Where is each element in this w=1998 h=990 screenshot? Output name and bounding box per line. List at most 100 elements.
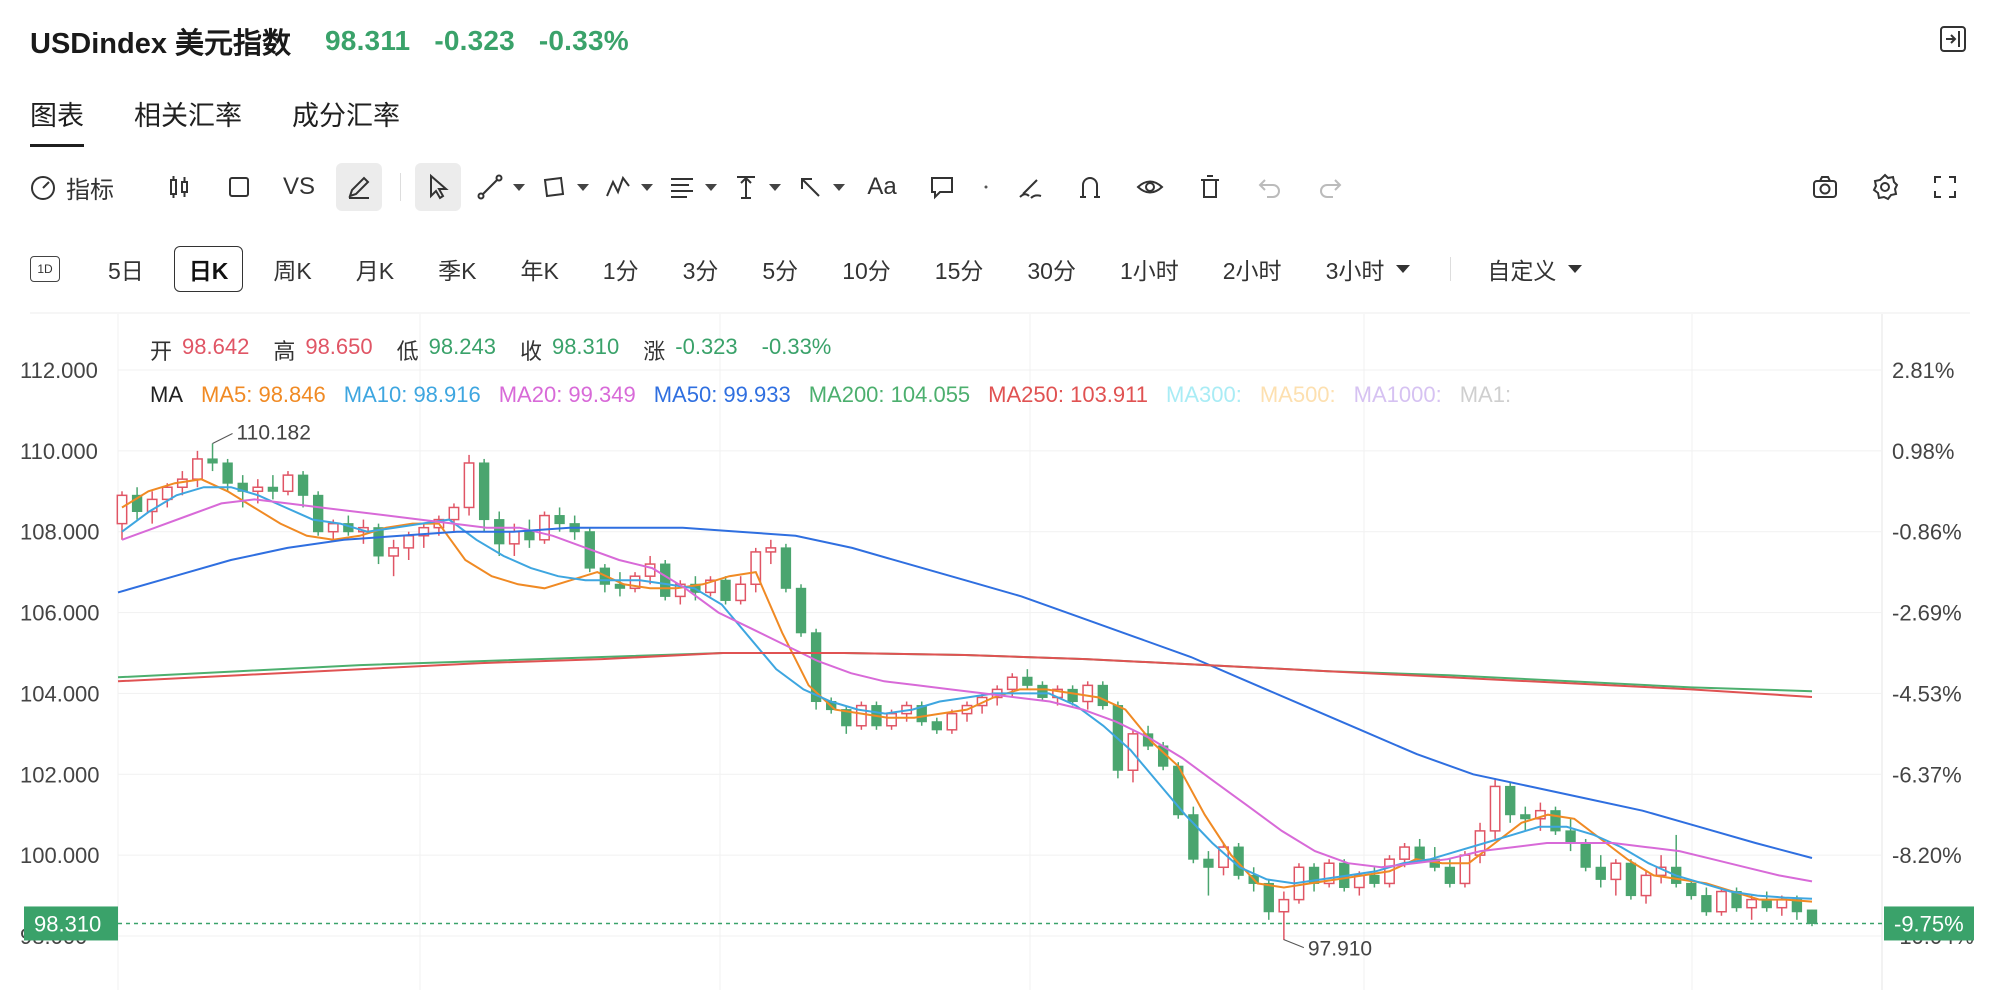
candle-body-down	[1565, 830, 1576, 844]
brush-tool[interactable]	[1007, 163, 1053, 211]
area-toggle-button[interactable]	[216, 163, 262, 211]
period-30m[interactable]: 30分	[1027, 258, 1076, 284]
candle-body-up	[1489, 785, 1501, 832]
collapse-panel-button[interactable]	[1938, 24, 1968, 54]
candle-body-up	[252, 486, 264, 493]
cursor-tool[interactable]	[415, 163, 461, 211]
visibility-toggle[interactable]	[1127, 163, 1173, 211]
pattern-tool[interactable]	[603, 163, 653, 211]
custom-period-dropdown[interactable]: 自定义	[1473, 247, 1596, 291]
dot-tool[interactable]	[979, 163, 993, 211]
ma-legend-item[interactable]: MA10: 98.916	[343, 382, 481, 407]
candle-body-down	[1037, 684, 1048, 698]
settings-button[interactable]	[1862, 163, 1908, 211]
measure-icon	[737, 176, 755, 199]
tab-component-rates[interactable]: 成分汇率	[292, 101, 400, 131]
ma-legend-item[interactable]: MA1:	[1459, 382, 1512, 407]
indicator-button[interactable]: 指标	[28, 163, 114, 211]
measure-tool[interactable]	[731, 163, 781, 211]
candle-body-up	[418, 526, 430, 537]
candle-body-down	[931, 721, 942, 731]
period-weekly[interactable]: 周K	[273, 258, 312, 284]
fullscreen-button[interactable]	[1922, 163, 1968, 211]
candle-body-down	[1625, 862, 1637, 897]
ma-legend-item[interactable]: MA20: 99.349	[498, 382, 636, 407]
candle-body-down	[267, 486, 279, 492]
candle-body-up	[403, 535, 415, 549]
chevron-down-icon	[1396, 265, 1411, 273]
snapshot-button[interactable]	[1802, 163, 1848, 211]
camera-icon	[1813, 176, 1837, 198]
redo-button[interactable]	[1307, 163, 1353, 211]
period-quarterly[interactable]: 季K	[438, 258, 477, 284]
draw-toggle-button[interactable]	[336, 163, 382, 211]
tab-related-rates[interactable]: 相关汇率	[134, 101, 242, 131]
period-5m[interactable]: 5分	[762, 258, 799, 284]
drawing-toolbar: 指标 VS Aa	[28, 162, 1968, 212]
pct-tick-label: 2.81%	[1892, 358, 1954, 383]
period-10m[interactable]: 10分	[842, 258, 891, 284]
period-3m[interactable]: 3分	[682, 258, 719, 284]
ma-legend-item[interactable]: MA5: 98.846	[201, 382, 326, 407]
shape-tool[interactable]	[539, 163, 589, 211]
period-daily[interactable]: 日K	[173, 246, 244, 292]
candle-body-down	[1097, 684, 1108, 707]
candle-body-down	[795, 587, 807, 634]
magnet-tool[interactable]	[1067, 163, 1113, 211]
candlestick-chart[interactable]: 112.000 2.81% 110.000 0.98% 108.000 -0.86% 106…	[0, 312, 1998, 990]
period-bar: 1D 5日 日K 周K 月K 季K 年K 1分 3分 5分 10分 15分 30…	[30, 246, 1970, 292]
period-monthly[interactable]: 月K	[355, 258, 395, 284]
candle-body-down	[1580, 842, 1591, 868]
candle-body-up	[1716, 890, 1727, 913]
candle-type-button[interactable]	[156, 163, 202, 211]
compare-button[interactable]: VS	[276, 163, 322, 211]
candle-body-down	[1701, 895, 1712, 913]
delete-drawings-button[interactable]	[1187, 163, 1233, 211]
undo-button[interactable]	[1247, 163, 1293, 211]
ma-legend-item[interactable]: MA200: 104.055	[808, 382, 971, 407]
candle-body-down	[1550, 810, 1561, 832]
candle-body-down	[841, 709, 852, 727]
candle-body-down	[1505, 785, 1516, 816]
last-pct-badge	[1884, 906, 1974, 941]
ma-legend-item[interactable]: MA250: 103.911	[988, 382, 1148, 407]
ma-legend-item[interactable]: MA500:	[1259, 382, 1336, 407]
candle-body-up	[750, 551, 762, 586]
candle-body-up	[327, 522, 339, 533]
close-value: 98.310	[551, 334, 620, 359]
font-label: Aa	[867, 173, 897, 200]
eye-icon	[1136, 180, 1164, 194]
ma-legend-item[interactable]: MA300:	[1166, 382, 1242, 407]
ma-legend-item[interactable]: MA50: 99.933	[653, 382, 791, 407]
pen-icon	[348, 176, 370, 199]
chart-area[interactable]: 112.000 2.81% 110.000 0.98% 108.000 -0.86% 106…	[0, 312, 1998, 990]
candle-body-down	[1520, 814, 1531, 820]
candle-body-down	[1369, 874, 1380, 884]
period-1h[interactable]: 1小时	[1119, 258, 1179, 284]
candle-body-up	[1776, 898, 1788, 909]
period-5d[interactable]: 5日	[108, 258, 144, 284]
period-15m[interactable]: 15分	[934, 258, 984, 284]
arrow-tool[interactable]	[795, 163, 845, 211]
candle-body-up	[146, 498, 158, 513]
period-3h-dropdown[interactable]: 3小时	[1312, 247, 1425, 291]
high-label: 高	[273, 339, 296, 364]
candle-body-up	[1399, 846, 1411, 860]
wave-pattern-icon	[606, 175, 630, 197]
ma-legend-item[interactable]: MA1000:	[1353, 382, 1442, 407]
price-change-pct: -0.33%	[538, 25, 629, 56]
period-yearly[interactable]: 年K	[520, 258, 559, 284]
tab-chart[interactable]: 图表	[30, 94, 84, 147]
change-label: 涨	[643, 339, 666, 364]
line-tool[interactable]	[475, 163, 525, 211]
ma-line-ma10	[121, 486, 1813, 900]
fib-tool[interactable]	[667, 163, 717, 211]
candle-body-up	[161, 486, 173, 501]
period-2h[interactable]: 2小时	[1222, 258, 1282, 284]
y-tick-label: 102.000	[20, 762, 100, 787]
text-tool[interactable]: Aa	[859, 163, 905, 211]
candle-body-down	[207, 458, 218, 464]
period-1m[interactable]: 1分	[602, 258, 639, 284]
comment-tool[interactable]	[919, 163, 965, 211]
day-interval-icon[interactable]: 1D	[30, 256, 60, 282]
